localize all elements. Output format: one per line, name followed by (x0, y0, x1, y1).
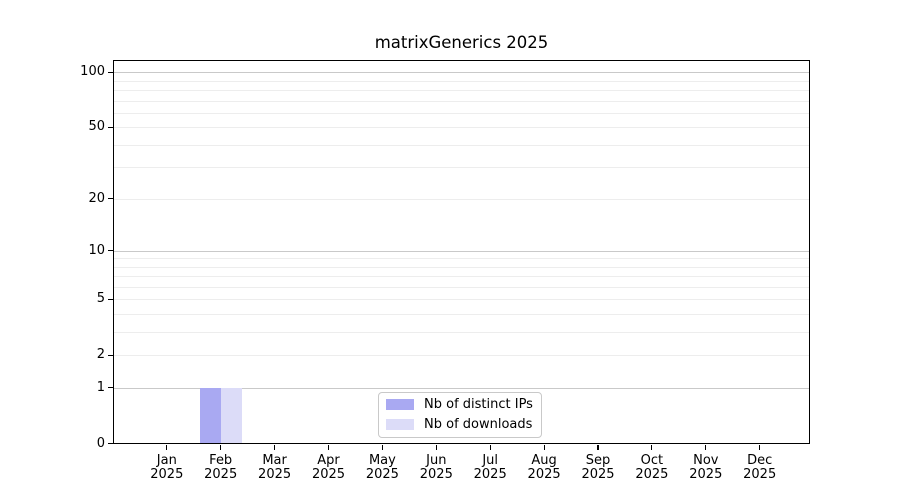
y-gridline-minor (113, 90, 810, 92)
bar-feb-downloads (220, 387, 242, 444)
x-tick-label: Oct 2025 (635, 453, 669, 482)
x-tick-label: Aug 2025 (527, 453, 561, 482)
x-tick-label: Jun 2025 (419, 453, 453, 482)
y-gridline-minor (113, 100, 810, 102)
x-tick-label: Apr 2025 (311, 453, 346, 482)
y-tick-mark (108, 250, 113, 252)
y-gridline-major (113, 72, 810, 74)
x-tick-mark (220, 444, 222, 450)
y-tick-label: 100 (80, 64, 105, 80)
x-tick-mark (166, 444, 168, 450)
x-tick-label: Mar 2025 (258, 453, 292, 482)
x-tick-mark (543, 444, 545, 450)
y-tick-label: 5 (96, 291, 105, 307)
x-tick-label: Nov 2025 (689, 453, 723, 482)
y-tick-mark (108, 126, 113, 128)
y-tick-mark (108, 387, 113, 389)
legend-swatch-distinct-ips (386, 399, 414, 410)
y-tick-mark (108, 442, 113, 445)
x-tick-label: Dec 2025 (743, 453, 777, 482)
y-gridline-minor (113, 276, 810, 278)
y-tick-label: 10 (88, 242, 105, 258)
y-tick-label: 0 (96, 435, 105, 451)
legend-label-downloads: Nb of downloads (424, 417, 533, 432)
y-tick-mark (108, 71, 113, 73)
y-gridline-minor (113, 258, 810, 260)
y-tick-label: 1 (96, 379, 105, 395)
x-tick-label: May 2025 (365, 453, 399, 482)
y-gridline-minor (113, 127, 810, 129)
y-gridline-minor (113, 287, 810, 288)
x-tick-mark (274, 444, 276, 450)
x-tick-mark (489, 444, 491, 450)
chart-title: matrixGenerics 2025 (374, 33, 549, 52)
legend: Nb of distinct IPs Nb of downloads (378, 391, 542, 438)
y-tick-mark (108, 198, 113, 200)
x-tick-mark (327, 444, 330, 450)
y-gridline-minor (113, 314, 810, 316)
y-gridline-minor (113, 198, 810, 200)
y-gridline-minor (113, 266, 810, 268)
legend-item-downloads: Nb of downloads (386, 417, 541, 432)
y-gridline-minor (113, 332, 810, 333)
y-gridline-major (113, 250, 810, 252)
y-gridline-minor (113, 355, 810, 357)
x-tick-mark (435, 444, 437, 450)
legend-swatch-downloads (386, 419, 414, 430)
x-tick-label: Feb 2025 (204, 453, 238, 482)
y-gridline-minor (113, 144, 810, 146)
y-gridline-minor (113, 80, 810, 82)
x-tick-mark (759, 444, 761, 450)
x-tick-mark (597, 444, 599, 450)
y-tick-label: 20 (88, 190, 105, 206)
y-tick-label: 2 (96, 347, 105, 363)
x-tick-mark (651, 444, 653, 450)
y-tick-mark (108, 298, 113, 300)
legend-label-distinct-ips: Nb of distinct IPs (424, 397, 533, 412)
y-tick-label: 50 (88, 119, 105, 135)
x-tick-label: Jan 2025 (150, 453, 184, 482)
y-gridline-minor (113, 167, 810, 169)
x-tick-mark (705, 444, 707, 450)
x-tick-mark (381, 444, 383, 450)
x-tick-label: Sep 2025 (581, 453, 615, 482)
y-tick-mark (108, 354, 113, 356)
bar-feb-distinct-ips (199, 387, 221, 444)
plot-area (113, 59, 810, 444)
y-gridline-minor (113, 299, 810, 301)
legend-item-distinct-ips: Nb of distinct IPs (386, 397, 541, 412)
y-gridline-major (113, 387, 810, 389)
x-tick-label: Jul 2025 (473, 453, 507, 482)
y-gridline-minor (113, 112, 810, 114)
